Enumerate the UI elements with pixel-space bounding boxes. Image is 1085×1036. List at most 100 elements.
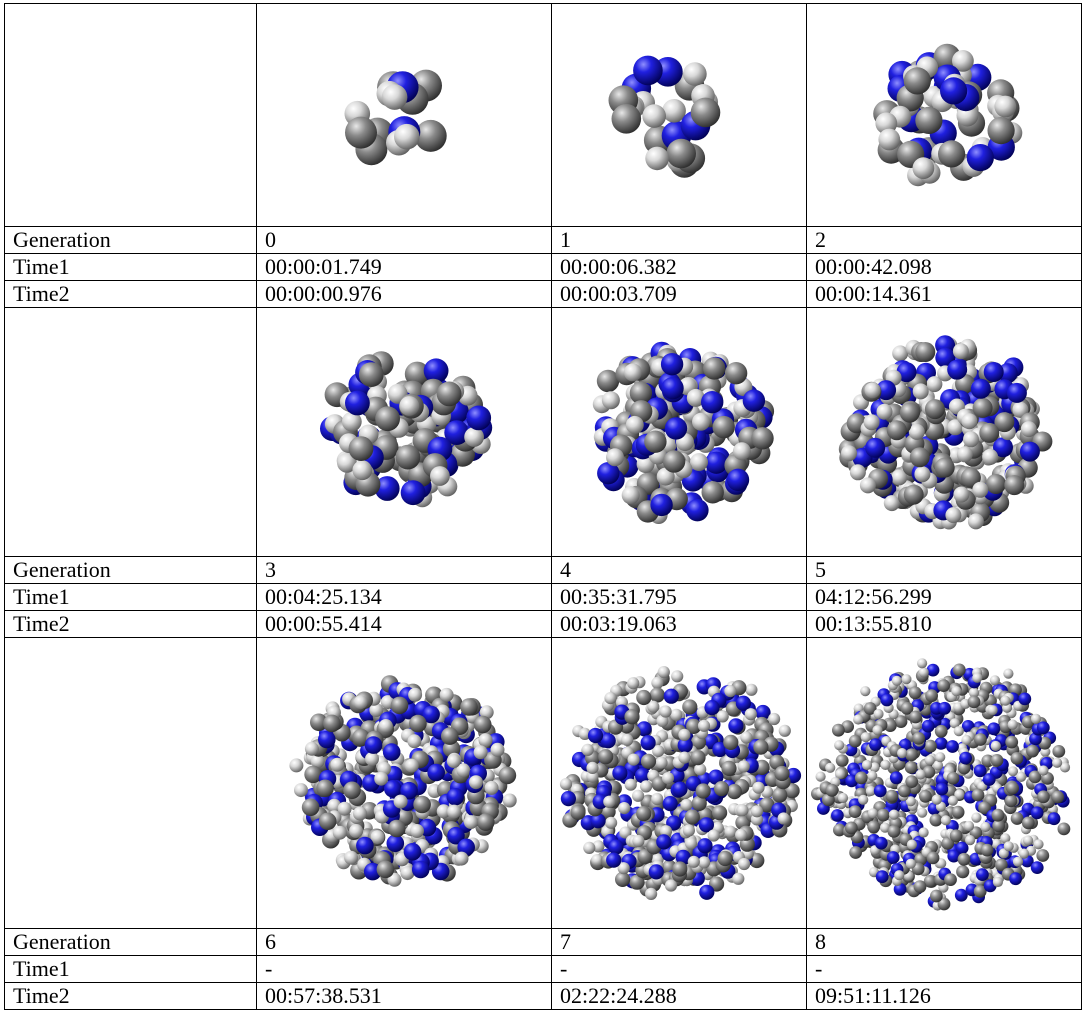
atom	[768, 713, 780, 725]
atom	[644, 431, 666, 453]
atom	[949, 829, 962, 842]
atom	[289, 758, 303, 772]
atom	[904, 761, 917, 774]
atom	[947, 796, 957, 806]
atom	[376, 861, 394, 879]
time2-cell: 00:00:00.976	[257, 281, 552, 308]
atom	[697, 720, 709, 732]
atom	[721, 761, 736, 776]
atom	[394, 124, 420, 150]
atom	[867, 820, 880, 833]
atom	[663, 689, 678, 704]
atom	[876, 404, 892, 420]
atom	[732, 873, 744, 885]
atom	[726, 784, 741, 799]
atom	[912, 157, 934, 179]
atom	[1003, 669, 1013, 679]
atom	[934, 725, 947, 738]
atom	[848, 735, 861, 748]
atom	[651, 677, 663, 689]
row-label: Time2	[5, 983, 257, 1010]
atom	[664, 417, 686, 439]
atom	[1037, 790, 1050, 803]
atom	[886, 851, 899, 864]
atom	[682, 699, 697, 714]
atom	[364, 736, 382, 754]
atom	[937, 679, 950, 692]
atom	[430, 466, 450, 486]
molecule-image	[809, 640, 1080, 926]
time2-cell: 02:22:24.288	[552, 983, 807, 1010]
atom	[1012, 857, 1022, 867]
atom	[905, 859, 915, 869]
atom	[885, 790, 898, 803]
atom	[832, 724, 845, 737]
atom	[887, 825, 900, 838]
atom	[736, 804, 748, 816]
atom	[570, 805, 585, 820]
atom	[909, 447, 929, 467]
atom	[388, 820, 406, 838]
molecule-image	[554, 640, 805, 926]
molecule-image	[259, 310, 550, 554]
atom	[1000, 696, 1010, 706]
atom	[301, 799, 319, 817]
atom	[662, 796, 677, 811]
time1-row: Time100:04:25.13400:35:31.79504:12:56.29…	[5, 584, 1082, 611]
atom	[831, 809, 844, 822]
atom	[987, 117, 1014, 144]
atom	[636, 690, 651, 705]
time1-row: Time1---	[5, 956, 1082, 983]
atom	[873, 709, 883, 719]
atom	[707, 829, 719, 841]
atom	[972, 673, 982, 683]
atom	[502, 794, 516, 808]
atom	[695, 783, 710, 798]
molecule-image	[259, 640, 550, 926]
atom	[318, 813, 336, 831]
atom	[660, 353, 682, 375]
atom	[605, 817, 617, 829]
atom	[624, 709, 639, 724]
atom	[853, 714, 863, 724]
atom	[951, 686, 961, 696]
atom	[611, 104, 641, 134]
atom	[712, 805, 727, 820]
atom	[737, 760, 749, 772]
atom	[924, 399, 944, 419]
atom	[863, 414, 879, 430]
time1-cell: 00:00:42.098	[807, 254, 1082, 281]
atom	[724, 362, 746, 384]
time2-cell: 00:00:55.414	[257, 611, 552, 638]
atom	[1036, 849, 1049, 862]
time1-cell: 00:04:25.134	[257, 584, 552, 611]
atom	[873, 785, 886, 798]
atom	[705, 452, 727, 474]
atom	[973, 764, 986, 777]
atom	[410, 824, 424, 838]
atom	[1004, 795, 1017, 808]
atom	[701, 391, 723, 413]
image-cell	[257, 4, 552, 227]
atom	[318, 731, 336, 749]
atom	[906, 840, 916, 850]
atom	[690, 750, 705, 765]
atom	[460, 698, 478, 716]
atom	[682, 824, 694, 836]
atom	[717, 851, 732, 866]
atom	[869, 738, 882, 751]
page: {"table": { "row_labels": ["Generation",…	[0, 0, 1085, 1036]
atom	[924, 755, 934, 765]
row-label: Time1	[5, 956, 257, 983]
atom	[728, 718, 743, 733]
atom	[834, 740, 844, 750]
atom	[484, 781, 498, 795]
atom	[655, 757, 667, 769]
atom	[1003, 841, 1013, 851]
molecule-image	[259, 6, 550, 224]
atom	[848, 805, 861, 818]
atom	[651, 793, 663, 805]
atom	[930, 890, 943, 903]
